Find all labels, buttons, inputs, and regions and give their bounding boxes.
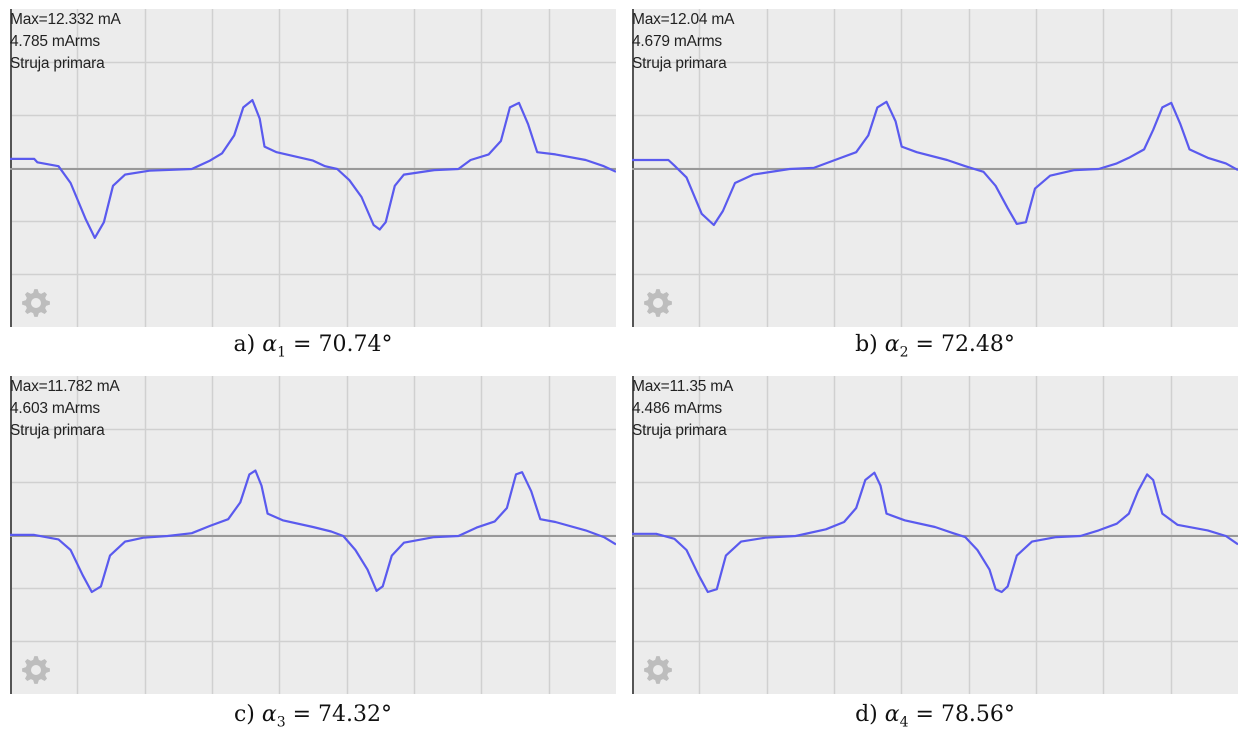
waveform-plot [10,376,616,694]
measurement-readout: Max=12.04 mA 4.679 mArms Struja primara [632,9,734,75]
caption-value: = 78.56° [915,702,1015,727]
caption-subscript: 1 [277,344,287,361]
waveform-plot [632,376,1238,694]
measurement-readout: Max=11.782 mA 4.603 mArms Struja primara [10,376,120,442]
caption-value: = 70.74° [293,332,393,357]
signal-name-label: Struja primara [10,55,105,72]
caption-subscript: 3 [276,714,286,731]
max-current-readout: Max=12.332 mA [10,11,121,28]
caption-d: d) α4 = 78.56° [632,700,1238,730]
current-waveform [632,471,1238,594]
caption-subscript: 4 [899,714,909,731]
caption-label: c) [233,702,255,727]
gear-icon[interactable] [642,287,674,319]
caption-symbol: α [262,332,278,357]
scope-panel-c: Max=11.782 mA 4.603 mArms Struja primara [10,376,616,694]
caption-label: b) [855,332,878,357]
measurement-readout: Max=11.35 mA 4.486 mArms Struja primara [632,376,733,442]
waveform-plot [10,9,616,327]
waveform-plot [632,9,1238,327]
max-current-readout: Max=11.782 mA [10,378,120,395]
caption-a: a) α1 = 70.74° [10,330,616,360]
max-current-readout: Max=12.04 mA [632,11,735,28]
signal-name-label: Struja primara [10,422,105,439]
current-waveform [632,100,1238,227]
rms-current-readout: 4.679 mArms [632,33,722,50]
signal-name-label: Struja primara [632,55,727,72]
caption-c: c) α3 = 74.32° [10,700,616,730]
caption-b: b) α2 = 72.48° [632,330,1238,360]
caption-value: = 74.32° [292,702,393,727]
current-waveform [10,99,616,239]
current-waveform [10,469,616,594]
signal-name-label: Struja primara [632,422,727,439]
scope-panel-b: Max=12.04 mA 4.679 mArms Struja primara [632,9,1238,327]
rms-current-readout: 4.603 mArms [10,400,100,417]
rms-current-readout: 4.785 mArms [10,33,100,50]
gear-icon[interactable] [20,654,52,686]
caption-subscript: 2 [899,344,909,361]
caption-value: = 72.48° [915,332,1015,357]
gear-icon[interactable] [20,287,52,319]
caption-symbol: α [884,702,900,727]
measurement-readout: Max=12.332 mA 4.785 mArms Struja primara [10,9,121,75]
scope-panel-a: Max=12.332 mA 4.785 mArms Struja primara [10,9,616,327]
gear-icon[interactable] [642,654,674,686]
max-current-readout: Max=11.35 mA [632,378,734,395]
caption-label: a) [233,332,256,357]
scope-panel-d: Max=11.35 mA 4.486 mArms Struja primara [632,376,1238,694]
caption-symbol: α [261,702,277,727]
caption-symbol: α [884,332,900,357]
rms-current-readout: 4.486 mArms [632,400,722,417]
caption-label: d) [855,702,878,727]
